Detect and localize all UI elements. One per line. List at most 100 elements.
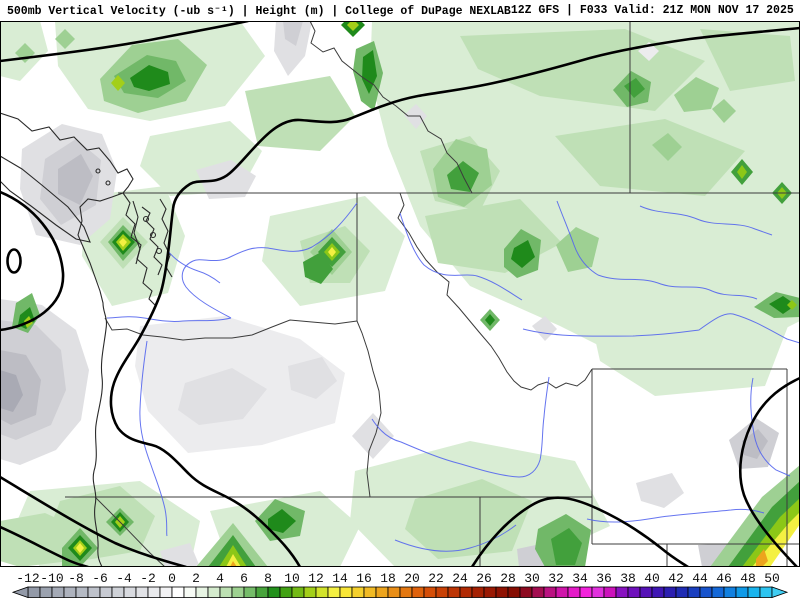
colorbar-cell <box>99 586 113 598</box>
colorbar-cell <box>423 586 437 598</box>
colorbar-tick-label: 10 <box>284 571 300 586</box>
colorbar-tick-label: 28 <box>500 571 516 586</box>
colorbar-cell <box>327 586 341 598</box>
colorbar-cell <box>231 586 245 598</box>
river-missouri <box>556 200 758 300</box>
colorbar-cell <box>687 586 701 598</box>
colorbar-tick-label: 34 <box>572 571 588 586</box>
colorbar-tick-label: 0 <box>168 571 176 586</box>
colorbar-cell <box>711 586 725 598</box>
colorbar-cell <box>723 586 737 598</box>
colorbar-cell <box>87 586 101 598</box>
colorbar-cell <box>195 586 209 598</box>
weather-map <box>0 21 800 567</box>
height-contour-se <box>738 376 800 567</box>
colorbar-cell <box>435 586 449 598</box>
colorbar <box>0 586 800 600</box>
colorbar-tick-label: 36 <box>596 571 612 586</box>
colorbar-cell <box>591 586 605 598</box>
colorbar-tick-label: 4 <box>216 571 224 586</box>
state-borders <box>65 21 800 567</box>
colorbar-tick-label: -2 <box>140 571 156 586</box>
colorbar-tick-label: -12 <box>16 571 40 586</box>
river-yellowstone <box>522 313 800 344</box>
colorbar-cell <box>399 586 413 598</box>
header-bar: 500mb Vertical Velocity (-ub s⁻¹) | Heig… <box>0 0 800 21</box>
colorbar-tick-label: 38 <box>620 571 636 586</box>
colorbar-cell <box>267 586 281 598</box>
height-contour-main <box>109 26 800 567</box>
coast-bc-mainland <box>0 112 134 194</box>
colorbar-cell <box>459 586 473 598</box>
colorbar-tick-label: -4 <box>116 571 132 586</box>
coast-vancouver-island <box>0 155 91 243</box>
river-green <box>750 377 791 477</box>
colorbar-tick-label: 18 <box>380 571 396 586</box>
colorbar-cell <box>663 586 677 598</box>
colorbar-cell <box>603 586 617 598</box>
colorbar-cell <box>339 586 353 598</box>
colorbar-cell <box>111 586 125 598</box>
colorbar-tick-label: 16 <box>356 571 372 586</box>
colorbar-cell <box>123 586 137 598</box>
colorbar-cell <box>735 586 749 598</box>
colorbar-tick-label: 40 <box>644 571 660 586</box>
colorbar-tick-label: 24 <box>452 571 468 586</box>
height-contour-south-hump <box>470 496 690 567</box>
colorbar-tick-label: 14 <box>332 571 348 586</box>
colorbar-cell <box>555 586 569 598</box>
colorbar-cell <box>75 586 89 598</box>
colorbar-cell <box>471 586 485 598</box>
height-contour-west-ring <box>0 190 65 332</box>
height-contour-sw-outer <box>0 475 188 567</box>
colorbar-cell <box>303 586 317 598</box>
colorbar-cell <box>627 586 641 598</box>
colorbar-cell <box>183 586 197 598</box>
colorbar-tick-label: 6 <box>240 571 248 586</box>
river-clark-fork <box>399 212 523 301</box>
height-contours <box>0 21 800 567</box>
border-wa-or <box>104 317 358 341</box>
river-snake <box>371 376 550 478</box>
border-bc-ab-divide <box>309 21 473 194</box>
colorbar-cell <box>27 586 41 598</box>
colorbar-cell <box>579 586 593 598</box>
colorbar-cell <box>651 586 665 598</box>
height-contour-nw <box>0 21 250 63</box>
colorbar-tick-label: 2 <box>192 571 200 586</box>
colorbar-cell <box>639 586 653 598</box>
colorbar-cell <box>675 586 689 598</box>
colorbar-tick-label: 30 <box>524 571 540 586</box>
colorbar-tick-label: -10 <box>40 571 64 586</box>
colorbar-tick-label: -6 <box>92 571 108 586</box>
colorbar-cell <box>495 586 509 598</box>
colorbar-arrow <box>771 586 789 599</box>
colorbar-cell <box>207 586 221 598</box>
colorbar-tick-label: 26 <box>476 571 492 586</box>
colorbar-tick-label: 50 <box>764 571 780 586</box>
run-valid-info: 12Z GFS | F033 Valid: 21Z MON NOV 17 202… <box>510 4 794 17</box>
colorbar-cell <box>363 586 377 598</box>
colorbar-cell <box>747 586 761 598</box>
river-deschutes <box>139 340 168 537</box>
colorbar-arrow <box>11 586 29 599</box>
colorbar-tick-label: 32 <box>548 571 564 586</box>
colorbar-tick-label: 12 <box>308 571 324 586</box>
colorbar-cell <box>567 586 581 598</box>
rivers-layer <box>106 200 800 552</box>
colorbar-cell <box>147 586 161 598</box>
border-or-id <box>356 320 382 498</box>
colorbar-tick-label: 20 <box>404 571 420 586</box>
colorbar-cell <box>171 586 185 598</box>
colorbar-cell <box>615 586 629 598</box>
colorbar-cell <box>375 586 389 598</box>
colorbar-cell <box>411 586 425 598</box>
colorbar-cell <box>543 586 557 598</box>
map-title: 500mb Vertical Velocity (-ub s⁻¹) | Heig… <box>7 5 511 18</box>
colorbar-cell <box>291 586 305 598</box>
colorbar-cell <box>219 586 233 598</box>
colorbar-cell <box>507 586 521 598</box>
colorbar-tick-label: 46 <box>716 571 732 586</box>
colorbar-cell <box>279 586 293 598</box>
